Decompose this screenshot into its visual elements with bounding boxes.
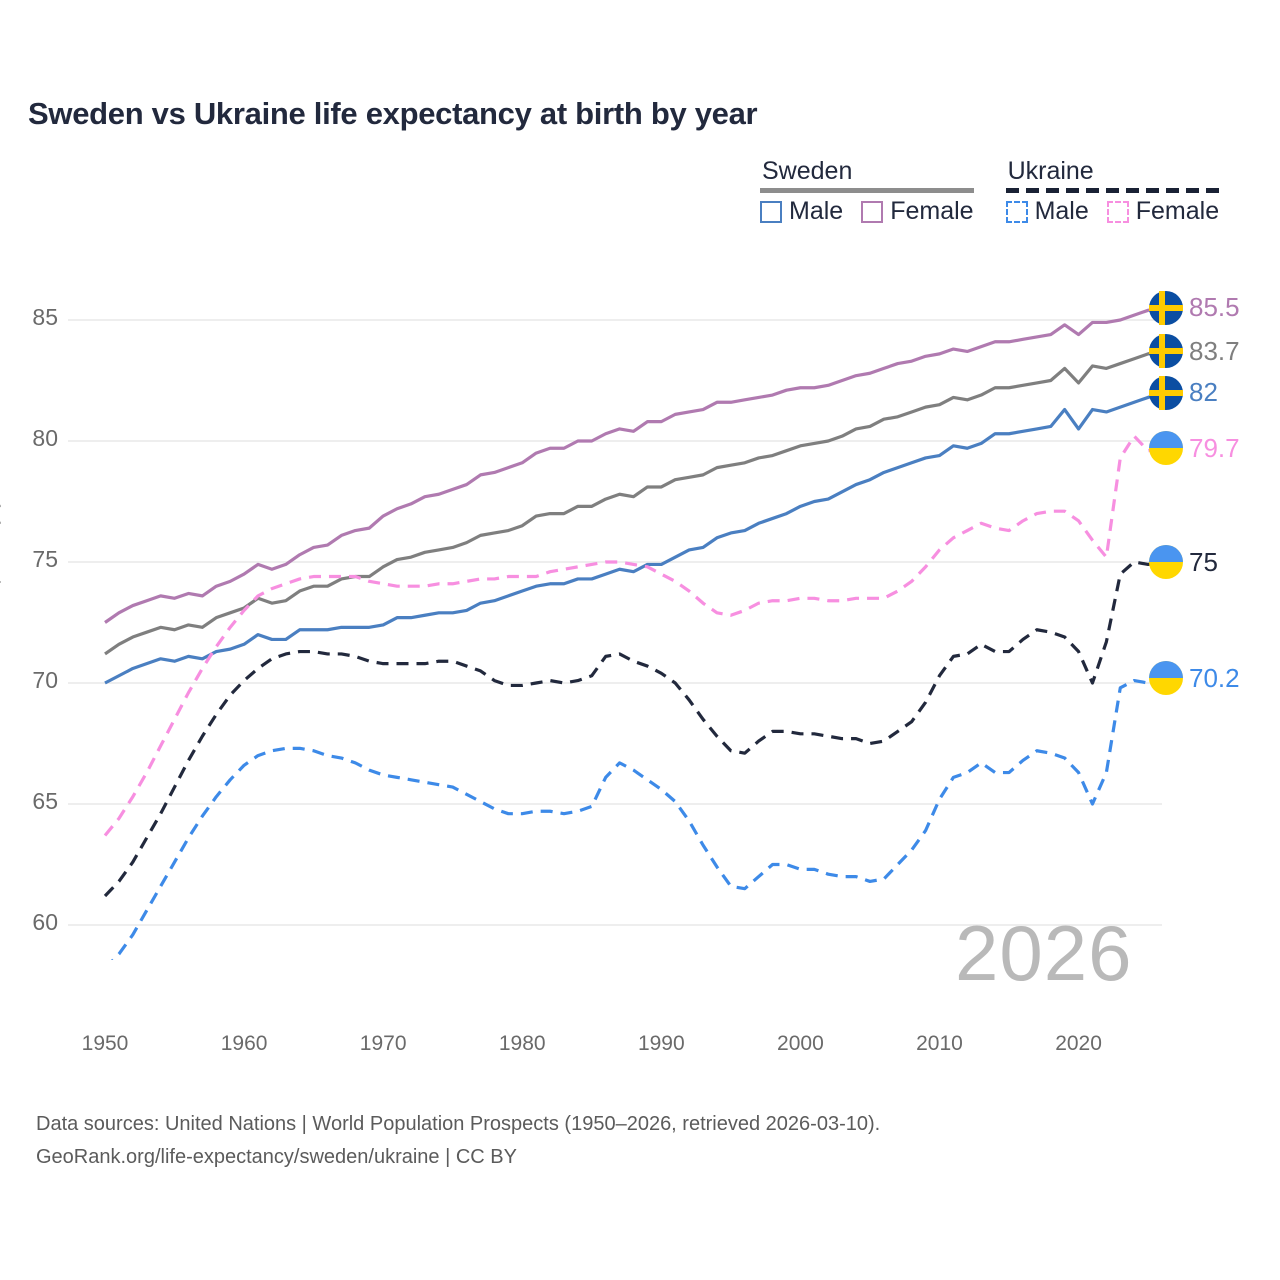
legend-item-sweden-male[interactable]: Male	[760, 199, 843, 224]
series-end-marker: 85.5	[1149, 290, 1240, 325]
series-line	[104, 349, 1163, 656]
sweden-flag-marker	[1149, 334, 1183, 369]
x-axis-tick-label: 1970	[359, 1032, 407, 1055]
x-axis-tick-label: 1950	[81, 1032, 129, 1055]
y-axis-tick-label: 70	[32, 667, 58, 693]
x-axis-tick-label: 1990	[637, 1032, 685, 1055]
series-end-marker: 82	[1149, 375, 1218, 410]
x-axis-tick-label: 1960	[220, 1032, 268, 1055]
legend-swatch-sweden-female-icon	[861, 200, 884, 223]
legend-group-sweden: Sweden Male Female	[760, 158, 974, 224]
sweden-flag-marker	[1149, 290, 1183, 325]
series-end-marker: 79.7	[1149, 431, 1240, 466]
x-axis-tick-label: 2020	[1055, 1032, 1102, 1055]
y-axis-tick-label: 85	[32, 304, 58, 330]
chart-plot-area	[0, 260, 1280, 960]
ukraine-flag-icon	[1149, 661, 1183, 696]
series-line	[103, 434, 1163, 837]
x-axis-tick-label: 2000	[777, 1032, 824, 1055]
legend-label-ukraine-male: Male	[1034, 197, 1089, 226]
legend-label-sweden-male: Male	[789, 197, 844, 226]
year-watermark: 2026	[955, 909, 1133, 997]
sweden-flag-marker	[1149, 375, 1183, 410]
legend-swatch-ukraine-male-icon	[1005, 200, 1028, 223]
y-axis-tick-label: 80	[32, 425, 58, 451]
series-end-marker: 83.7	[1149, 334, 1240, 369]
y-axis-tick-label: 60	[32, 909, 58, 935]
ukraine-flag-icon	[1149, 431, 1183, 466]
legend-rule-sweden	[760, 188, 974, 194]
page-title: Sweden vs Ukraine life expectancy at bir…	[28, 96, 758, 131]
footer-line-attribution: GeoRank.org/life-expectancy/sweden/ukrai…	[36, 1146, 517, 1168]
series-end-value: 79.7	[1189, 432, 1240, 463]
x-axis-tick-label: 1980	[498, 1032, 546, 1055]
ukraine-flag-marker	[1149, 431, 1183, 466]
legend-item-ukraine-female[interactable]: Female	[1106, 197, 1220, 226]
line-chart	[68, 306, 1163, 960]
series-end-value: 83.7	[1189, 335, 1240, 366]
y-axis-label: Life expectancy, years	[0, 340, 2, 760]
series-end-value: 70.2	[1189, 662, 1240, 693]
legend-swatch-sweden-male-icon	[760, 200, 782, 223]
ukraine-flag-icon	[1149, 545, 1183, 579]
series-line	[104, 306, 1163, 624]
series-end-marker: 70.2	[1149, 661, 1240, 696]
legend-label-ukraine-female: Female	[1135, 197, 1220, 226]
legend-swatch-ukraine-female-icon	[1106, 200, 1129, 223]
legend-group-ukraine: Ukraine Male Female	[1005, 157, 1220, 226]
legend-group-title-sweden: Sweden	[762, 157, 853, 185]
legend-label-sweden-female: Female	[890, 197, 974, 226]
footer-line-sources: Data sources: United Nations | World Pop…	[36, 1113, 881, 1135]
chart-footer: Data sources: United Nations | World Pop…	[36, 1108, 880, 1174]
series-end-value: 75	[1189, 546, 1218, 577]
series-line	[110, 676, 1163, 960]
series-line	[104, 391, 1163, 685]
x-axis-tick-label: 2010	[916, 1032, 963, 1055]
series-end-value: 82	[1189, 377, 1218, 408]
y-axis-tick-label: 65	[32, 788, 58, 814]
y-axis-tick-label: 75	[32, 546, 58, 572]
ukraine-flag-marker	[1149, 545, 1183, 579]
series-end-value: 85.5	[1189, 292, 1240, 323]
legend-item-ukraine-male[interactable]: Male	[1005, 197, 1089, 226]
legend-item-sweden-female[interactable]: Female	[861, 197, 974, 226]
legend-group-title-ukraine: Ukraine	[1007, 157, 1094, 185]
chart-legend: Sweden Male Female Ukraine Male	[760, 158, 1252, 246]
sweden-flag-icon	[1149, 375, 1183, 410]
legend-rule-ukraine	[1005, 188, 1220, 194]
ukraine-flag-marker	[1149, 661, 1183, 696]
series-line	[103, 560, 1163, 898]
series-end-marker: 75	[1149, 545, 1218, 579]
sweden-flag-icon	[1149, 290, 1183, 325]
sweden-flag-icon	[1149, 334, 1183, 369]
